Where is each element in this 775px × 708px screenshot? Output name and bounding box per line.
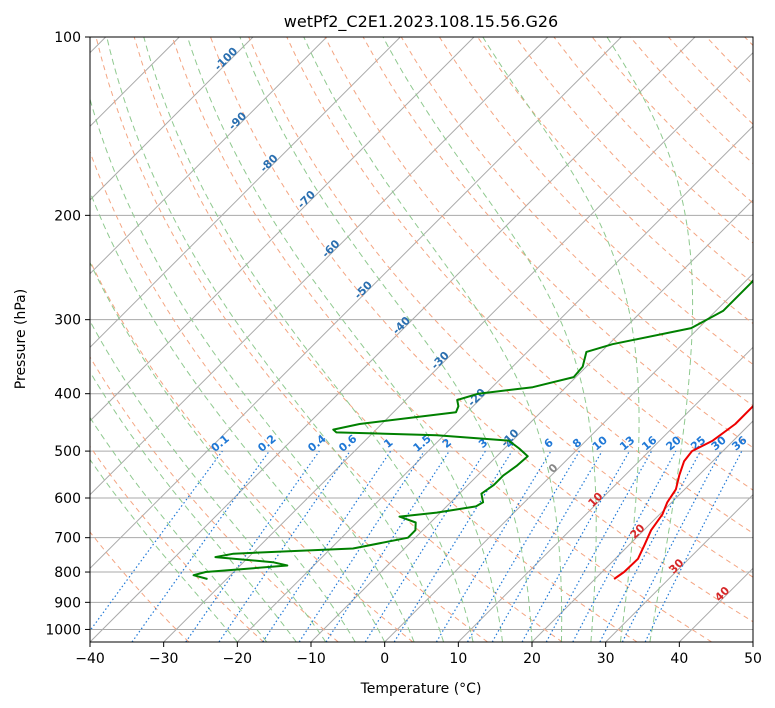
moist-adiabat	[90, 458, 238, 642]
isotherm-line	[605, 493, 753, 642]
y-axis-title: Pressure (hPa)	[13, 289, 29, 389]
dry-adiabat	[438, 37, 753, 366]
isotherm-line	[90, 37, 401, 349]
x-tick-label: −40	[75, 651, 105, 667]
x-tick-label: 40	[670, 651, 688, 667]
mixing-ratio-line	[545, 450, 653, 642]
temperature-line	[613, 404, 753, 580]
dry-adiabat	[248, 37, 753, 578]
dewpoint-line	[192, 279, 753, 580]
isotherm-line	[384, 272, 753, 642]
mixing-ratio-line	[521, 450, 631, 642]
x-axis-title: Temperature (°C)	[360, 681, 482, 697]
y-tick-label: 800	[54, 565, 81, 581]
moist-adiabat	[239, 37, 533, 642]
mixing-ratio-line	[644, 450, 743, 642]
moist-adiabat	[303, 37, 563, 642]
y-tick-label: 100	[54, 30, 81, 46]
x-tick-label: 20	[523, 651, 541, 667]
background-lines	[90, 37, 753, 642]
mixing-ratio-line	[572, 450, 677, 642]
isotherm-line	[90, 37, 328, 275]
x-tick-label: 30	[597, 651, 615, 667]
dry-adiabat	[210, 37, 753, 623]
x-tick-label: 50	[744, 651, 762, 667]
isotherm-line	[531, 420, 753, 642]
dry-adiabat	[515, 37, 753, 284]
dry-adiabat	[90, 445, 264, 642]
mixing-ratio-line	[218, 450, 351, 642]
dry-adiabat	[171, 37, 712, 642]
y-tick-label: 1000	[45, 622, 81, 638]
y-axis: 100 200 300 400 500 600 700 800 900 1000	[45, 30, 90, 638]
dry-adiabat	[90, 259, 414, 642]
dry-adiabat	[95, 37, 563, 642]
moist-adiabat	[90, 97, 415, 642]
dry-adiabat	[90, 356, 339, 642]
x-tick-label: −20	[223, 651, 253, 667]
y-tick-label: 600	[54, 491, 81, 507]
moist-adiabat	[606, 37, 694, 642]
chart-title: wetPf2_C2E1.2023.108.15.56.G26	[284, 12, 558, 32]
y-tick-label: 300	[54, 313, 81, 329]
mixing-ratio-line	[262, 450, 392, 642]
plot-frame	[89, 36, 754, 643]
isotherm-line	[90, 37, 696, 642]
mixing-ratio-line	[393, 450, 513, 642]
moist-adiabat	[90, 320, 327, 642]
isotherm-line	[90, 37, 549, 496]
dry-adiabat	[90, 150, 488, 642]
sounding-series	[192, 279, 753, 580]
y-tick-label: 700	[54, 531, 81, 547]
isotherm-line	[90, 37, 254, 201]
mixing-ratio-line	[325, 450, 450, 642]
moist-adiabat	[90, 261, 356, 642]
dry-adiabat	[90, 531, 190, 642]
isotherm-line	[457, 346, 753, 642]
x-tick-label: −30	[149, 651, 179, 667]
mixing-ratio-line	[185, 450, 320, 642]
dry-adiabat	[286, 37, 753, 534]
x-tick-label: −10	[296, 651, 326, 667]
moist-adiabat	[90, 190, 386, 642]
y-tick-label: 400	[54, 387, 81, 403]
moist-adiabat	[187, 37, 503, 642]
moist-adiabat	[482, 37, 640, 642]
x-tick-label: 0	[380, 651, 389, 667]
y-tick-label: 900	[54, 595, 81, 611]
isotherm-line	[236, 125, 753, 642]
isotherm-line	[90, 37, 475, 422]
x-tick-label: 10	[449, 651, 467, 667]
moist-adiabat	[382, 37, 597, 642]
moist-adiabat	[106, 37, 445, 642]
isotherm-line	[163, 51, 753, 642]
mixing-ratio-line	[298, 450, 425, 642]
mixing-ratio-line	[131, 450, 270, 642]
y-tick-label: 500	[54, 444, 81, 460]
moist-adiabat	[90, 416, 268, 642]
x-axis: −40 −30 −20 −10 0 10 20 30 40 50	[75, 642, 762, 667]
dry-adiabat	[400, 37, 753, 407]
moist-adiabat	[90, 370, 297, 642]
y-tick-label: 200	[54, 208, 81, 224]
moist-adiabat	[143, 37, 474, 642]
isotherm-line	[90, 37, 622, 570]
mixing-ratio-line	[90, 450, 223, 632]
dry-adiabat	[133, 37, 638, 642]
